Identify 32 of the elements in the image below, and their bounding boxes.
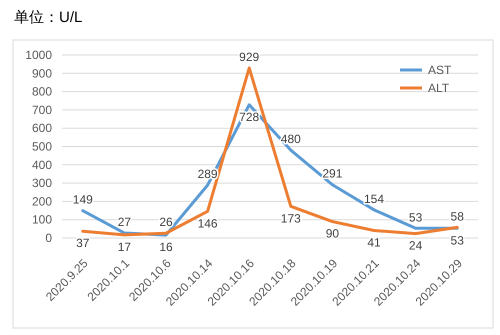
data-label: 58 — [450, 209, 464, 224]
y-tick-label: 100 — [32, 212, 52, 227]
data-label: 41 — [367, 235, 381, 250]
data-label: 154 — [364, 192, 384, 206]
data-label: 173 — [280, 211, 302, 226]
legend-label: AST — [428, 63, 452, 77]
y-tick-label: 400 — [32, 158, 52, 172]
y-tick-label: 300 — [32, 176, 52, 190]
y-tick-label: 600 — [32, 121, 52, 136]
data-label: 480 — [280, 132, 302, 146]
data-label: 17 — [118, 240, 132, 254]
data-label: 53 — [408, 210, 423, 224]
data-label: 146 — [198, 216, 218, 230]
data-label: 53 — [450, 233, 464, 248]
data-label: 929 — [239, 50, 260, 64]
y-tick-label: 700 — [32, 102, 52, 117]
y-tick-label: 1000 — [25, 48, 52, 62]
y-tick-label: 200 — [32, 194, 52, 208]
legend-label: ALT — [428, 81, 450, 95]
y-tick-label: 0 — [45, 231, 52, 245]
data-label: 90 — [326, 226, 340, 241]
data-label: 291 — [322, 166, 343, 181]
data-label: 149 — [72, 192, 94, 207]
y-tick-label: 900 — [32, 66, 52, 80]
data-label: 37 — [76, 236, 90, 250]
y-tick-label: 800 — [32, 84, 52, 99]
data-label: 27 — [118, 215, 132, 230]
data-label: 16 — [159, 240, 173, 254]
chart-title: 单位：U/L — [14, 9, 82, 26]
y-tick-label: 500 — [32, 140, 52, 154]
data-label: 24 — [408, 238, 423, 253]
data-label: 26 — [159, 215, 173, 230]
